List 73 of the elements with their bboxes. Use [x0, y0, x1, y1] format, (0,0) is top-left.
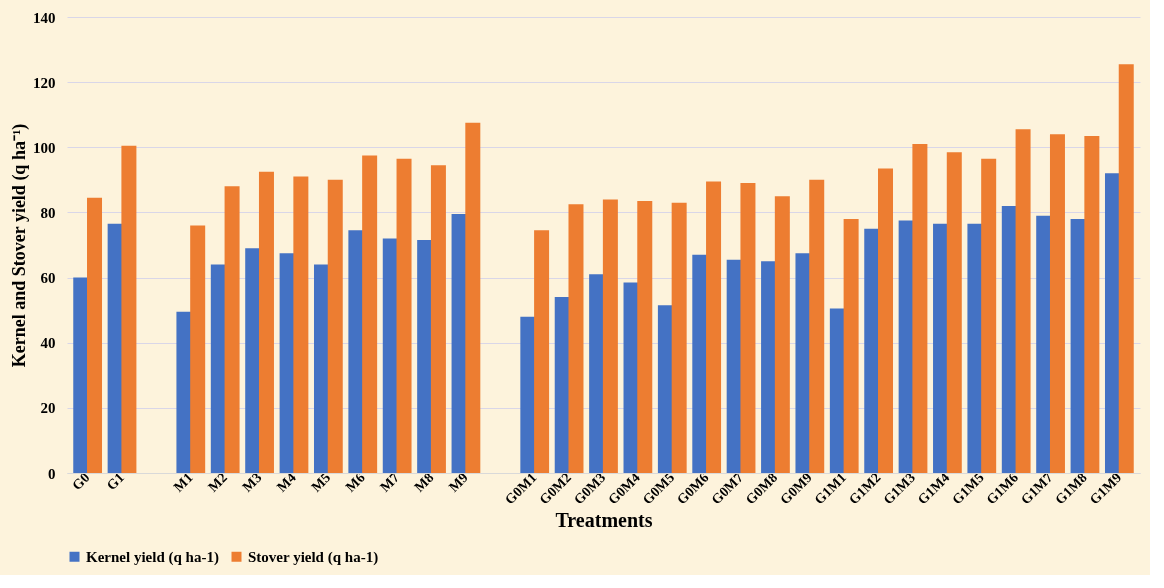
x-tick-label: G1 [103, 469, 127, 494]
bar [87, 197, 103, 473]
bar [967, 223, 983, 473]
x-tick-label: M4 [274, 469, 299, 495]
bar [706, 181, 722, 473]
bar [121, 145, 137, 473]
bar [293, 176, 309, 473]
bar [1015, 129, 1031, 473]
bar [843, 218, 859, 473]
x-tick-label: M8 [411, 469, 437, 495]
legend-label: Kernel yield (q ha-1) [86, 548, 219, 566]
bar [809, 179, 825, 473]
x-tick-label: M2 [205, 469, 231, 495]
y-tick-label: 120 [33, 74, 56, 91]
bar [1118, 64, 1134, 473]
bar [795, 253, 811, 473]
bar [671, 202, 687, 473]
bar [981, 158, 997, 473]
bar [245, 248, 261, 473]
bar [520, 316, 536, 473]
bar [602, 199, 618, 473]
bar [224, 186, 240, 473]
bar [878, 168, 894, 473]
x-tick-label: M3 [239, 469, 265, 495]
bar [417, 240, 433, 473]
bar [534, 230, 550, 473]
bar [568, 204, 584, 473]
bar [1001, 205, 1017, 473]
bar [946, 152, 962, 473]
bar [912, 144, 928, 473]
x-tick-label: M7 [377, 469, 403, 495]
x-axis-title: Treatments [555, 509, 653, 532]
bar [348, 230, 364, 473]
y-tick-label: 0 [48, 465, 56, 482]
bar [258, 171, 274, 473]
y-axis-title: Kernel and Stover yield (q ha⁻¹) [9, 123, 30, 368]
y-tick-label: 100 [33, 139, 56, 156]
bar [1084, 135, 1100, 473]
bar [73, 277, 89, 473]
x-tick-label: M9 [445, 469, 471, 495]
bar [761, 261, 777, 473]
bar [396, 158, 412, 473]
bar [190, 225, 206, 473]
bar [176, 311, 192, 473]
y-tick-label: 60 [40, 270, 56, 287]
bar [382, 238, 398, 473]
y-tick-label: 40 [40, 335, 56, 352]
bar [589, 274, 605, 473]
bar [829, 308, 845, 473]
bar [1036, 215, 1052, 473]
bar [465, 122, 481, 473]
bar [864, 228, 880, 473]
bar [657, 305, 673, 473]
bar [1049, 134, 1065, 473]
bar [740, 183, 756, 473]
x-tick-label: M1 [170, 469, 196, 495]
x-tick-label: G0 [69, 469, 93, 494]
legend-label: Stover yield (q ha-1) [248, 548, 379, 566]
y-tick-label: 140 [33, 9, 56, 26]
y-tick-label: 80 [40, 204, 56, 221]
bar [1104, 173, 1120, 473]
bar [692, 254, 708, 473]
bar [637, 201, 653, 473]
bar [327, 179, 343, 473]
bar [933, 223, 949, 473]
x-tick-label: M6 [342, 469, 368, 495]
bar [210, 264, 226, 473]
y-tick-label: 20 [40, 400, 56, 417]
x-tick-label: M5 [308, 469, 334, 495]
bar [313, 264, 329, 473]
bar [774, 196, 790, 473]
bar [362, 155, 378, 473]
bar [430, 165, 446, 473]
